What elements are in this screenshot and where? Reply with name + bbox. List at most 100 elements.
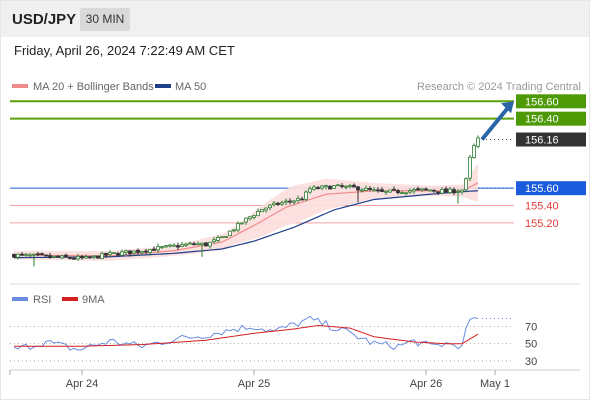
candle-body bbox=[228, 230, 232, 237]
candle-body bbox=[224, 236, 228, 238]
candle-body bbox=[160, 246, 164, 249]
research-credit: Research © 2024 Trading Central bbox=[417, 81, 581, 93]
candle-body bbox=[348, 185, 352, 188]
candle-body bbox=[372, 189, 376, 192]
ma20-line bbox=[13, 182, 479, 257]
candle-body bbox=[312, 186, 316, 190]
candle-body bbox=[36, 253, 40, 256]
candle-body bbox=[176, 245, 180, 248]
candle-body bbox=[356, 186, 360, 191]
candle-body bbox=[116, 253, 120, 256]
candle-body bbox=[232, 229, 236, 232]
candle-body bbox=[300, 198, 304, 201]
candle-body bbox=[476, 137, 480, 147]
candle-body bbox=[168, 244, 172, 247]
candle-body bbox=[292, 200, 296, 203]
bollinger-bands bbox=[14, 163, 478, 261]
candle-body bbox=[452, 189, 456, 194]
candle-body bbox=[212, 239, 216, 242]
currency-pair-title: USD/JPY bbox=[12, 11, 77, 28]
candle-body bbox=[428, 189, 432, 192]
candle-body bbox=[316, 187, 320, 190]
level-badge-155.60 bbox=[516, 181, 586, 196]
candle-body bbox=[408, 190, 412, 193]
candle-body bbox=[304, 191, 308, 200]
candle-body bbox=[104, 252, 108, 256]
candle-body bbox=[208, 241, 212, 247]
candle-body bbox=[296, 198, 300, 201]
timeframe-button[interactable]: 30 MIN bbox=[80, 8, 130, 31]
candle-body bbox=[192, 243, 196, 246]
candle-body bbox=[396, 190, 400, 194]
candle-body bbox=[424, 188, 428, 191]
candle-body bbox=[144, 250, 148, 253]
candle-body bbox=[472, 145, 476, 159]
candle-body bbox=[184, 243, 188, 246]
candle-body bbox=[220, 236, 224, 239]
candle-body bbox=[112, 252, 116, 255]
candle-body bbox=[140, 251, 144, 254]
candle-body bbox=[204, 242, 208, 247]
ma20-legend-label: MA 20 + Bollinger Bands bbox=[33, 81, 154, 93]
candle-body bbox=[320, 185, 324, 189]
candle-body bbox=[40, 253, 44, 256]
ma20-legend-swatch bbox=[12, 84, 28, 88]
candle-body bbox=[288, 200, 292, 203]
candle-body bbox=[248, 216, 252, 220]
x-tick-label: May 1 bbox=[480, 378, 510, 390]
candle-body bbox=[92, 255, 96, 258]
candle-body bbox=[332, 185, 336, 189]
ma50-legend-label: MA 50 bbox=[175, 81, 206, 93]
price-panel: 156.60 156.40 156.16 155.60 155.40 155.20 bbox=[10, 94, 586, 267]
candle-body bbox=[352, 184, 356, 188]
candle-body bbox=[360, 189, 364, 192]
candle-body bbox=[272, 202, 276, 206]
candle-body bbox=[164, 245, 168, 248]
ma50-legend-swatch bbox=[155, 84, 171, 88]
candle-body bbox=[120, 251, 124, 256]
candle-body bbox=[124, 250, 128, 253]
candle-body bbox=[420, 188, 424, 191]
candle-body bbox=[432, 189, 436, 192]
candle-body bbox=[44, 254, 48, 257]
candle-body bbox=[460, 189, 464, 193]
candle-body bbox=[400, 192, 404, 195]
candle-body bbox=[200, 242, 204, 246]
candle-body bbox=[280, 202, 284, 205]
candle-body bbox=[156, 246, 160, 251]
candle-body bbox=[16, 253, 20, 258]
candle-body bbox=[268, 204, 272, 209]
candle-body bbox=[376, 189, 380, 192]
candle-body bbox=[328, 185, 332, 190]
timestamp: Friday, April 26, 2024 7:22:49 AM CET bbox=[14, 43, 235, 58]
candle-body bbox=[308, 188, 312, 193]
candle-body bbox=[28, 254, 32, 257]
candle-body bbox=[256, 210, 260, 217]
candle-body bbox=[404, 192, 408, 195]
candle-body bbox=[108, 252, 112, 255]
rsi-legend-label: RSI bbox=[33, 294, 51, 306]
x-axis: Apr 24 Apr 25 Apr 26 May 1 bbox=[9, 370, 510, 390]
level-label-156.40: 156.40 bbox=[525, 114, 559, 126]
x-tick-label: Apr 25 bbox=[238, 378, 270, 390]
candle-body bbox=[152, 248, 156, 251]
rsi-tick-label: 50 bbox=[525, 339, 537, 351]
candle-body bbox=[68, 257, 72, 259]
top-bar: USD/JPY 30 MIN bbox=[1, 1, 589, 37]
candle-body bbox=[132, 250, 136, 254]
candle-body bbox=[252, 215, 256, 218]
level-badge-156.40 bbox=[516, 111, 586, 126]
candle-body bbox=[64, 254, 68, 258]
candle-body bbox=[392, 188, 396, 191]
candle-body bbox=[436, 191, 440, 194]
candle-body bbox=[240, 222, 244, 225]
rsi-line bbox=[13, 315, 479, 351]
candle-body bbox=[344, 185, 348, 188]
candle-body bbox=[284, 200, 288, 203]
candle-body bbox=[96, 255, 100, 259]
candle-body bbox=[24, 253, 28, 256]
candle-body bbox=[456, 191, 460, 193]
level-label-155.20: 155.20 bbox=[525, 218, 559, 230]
